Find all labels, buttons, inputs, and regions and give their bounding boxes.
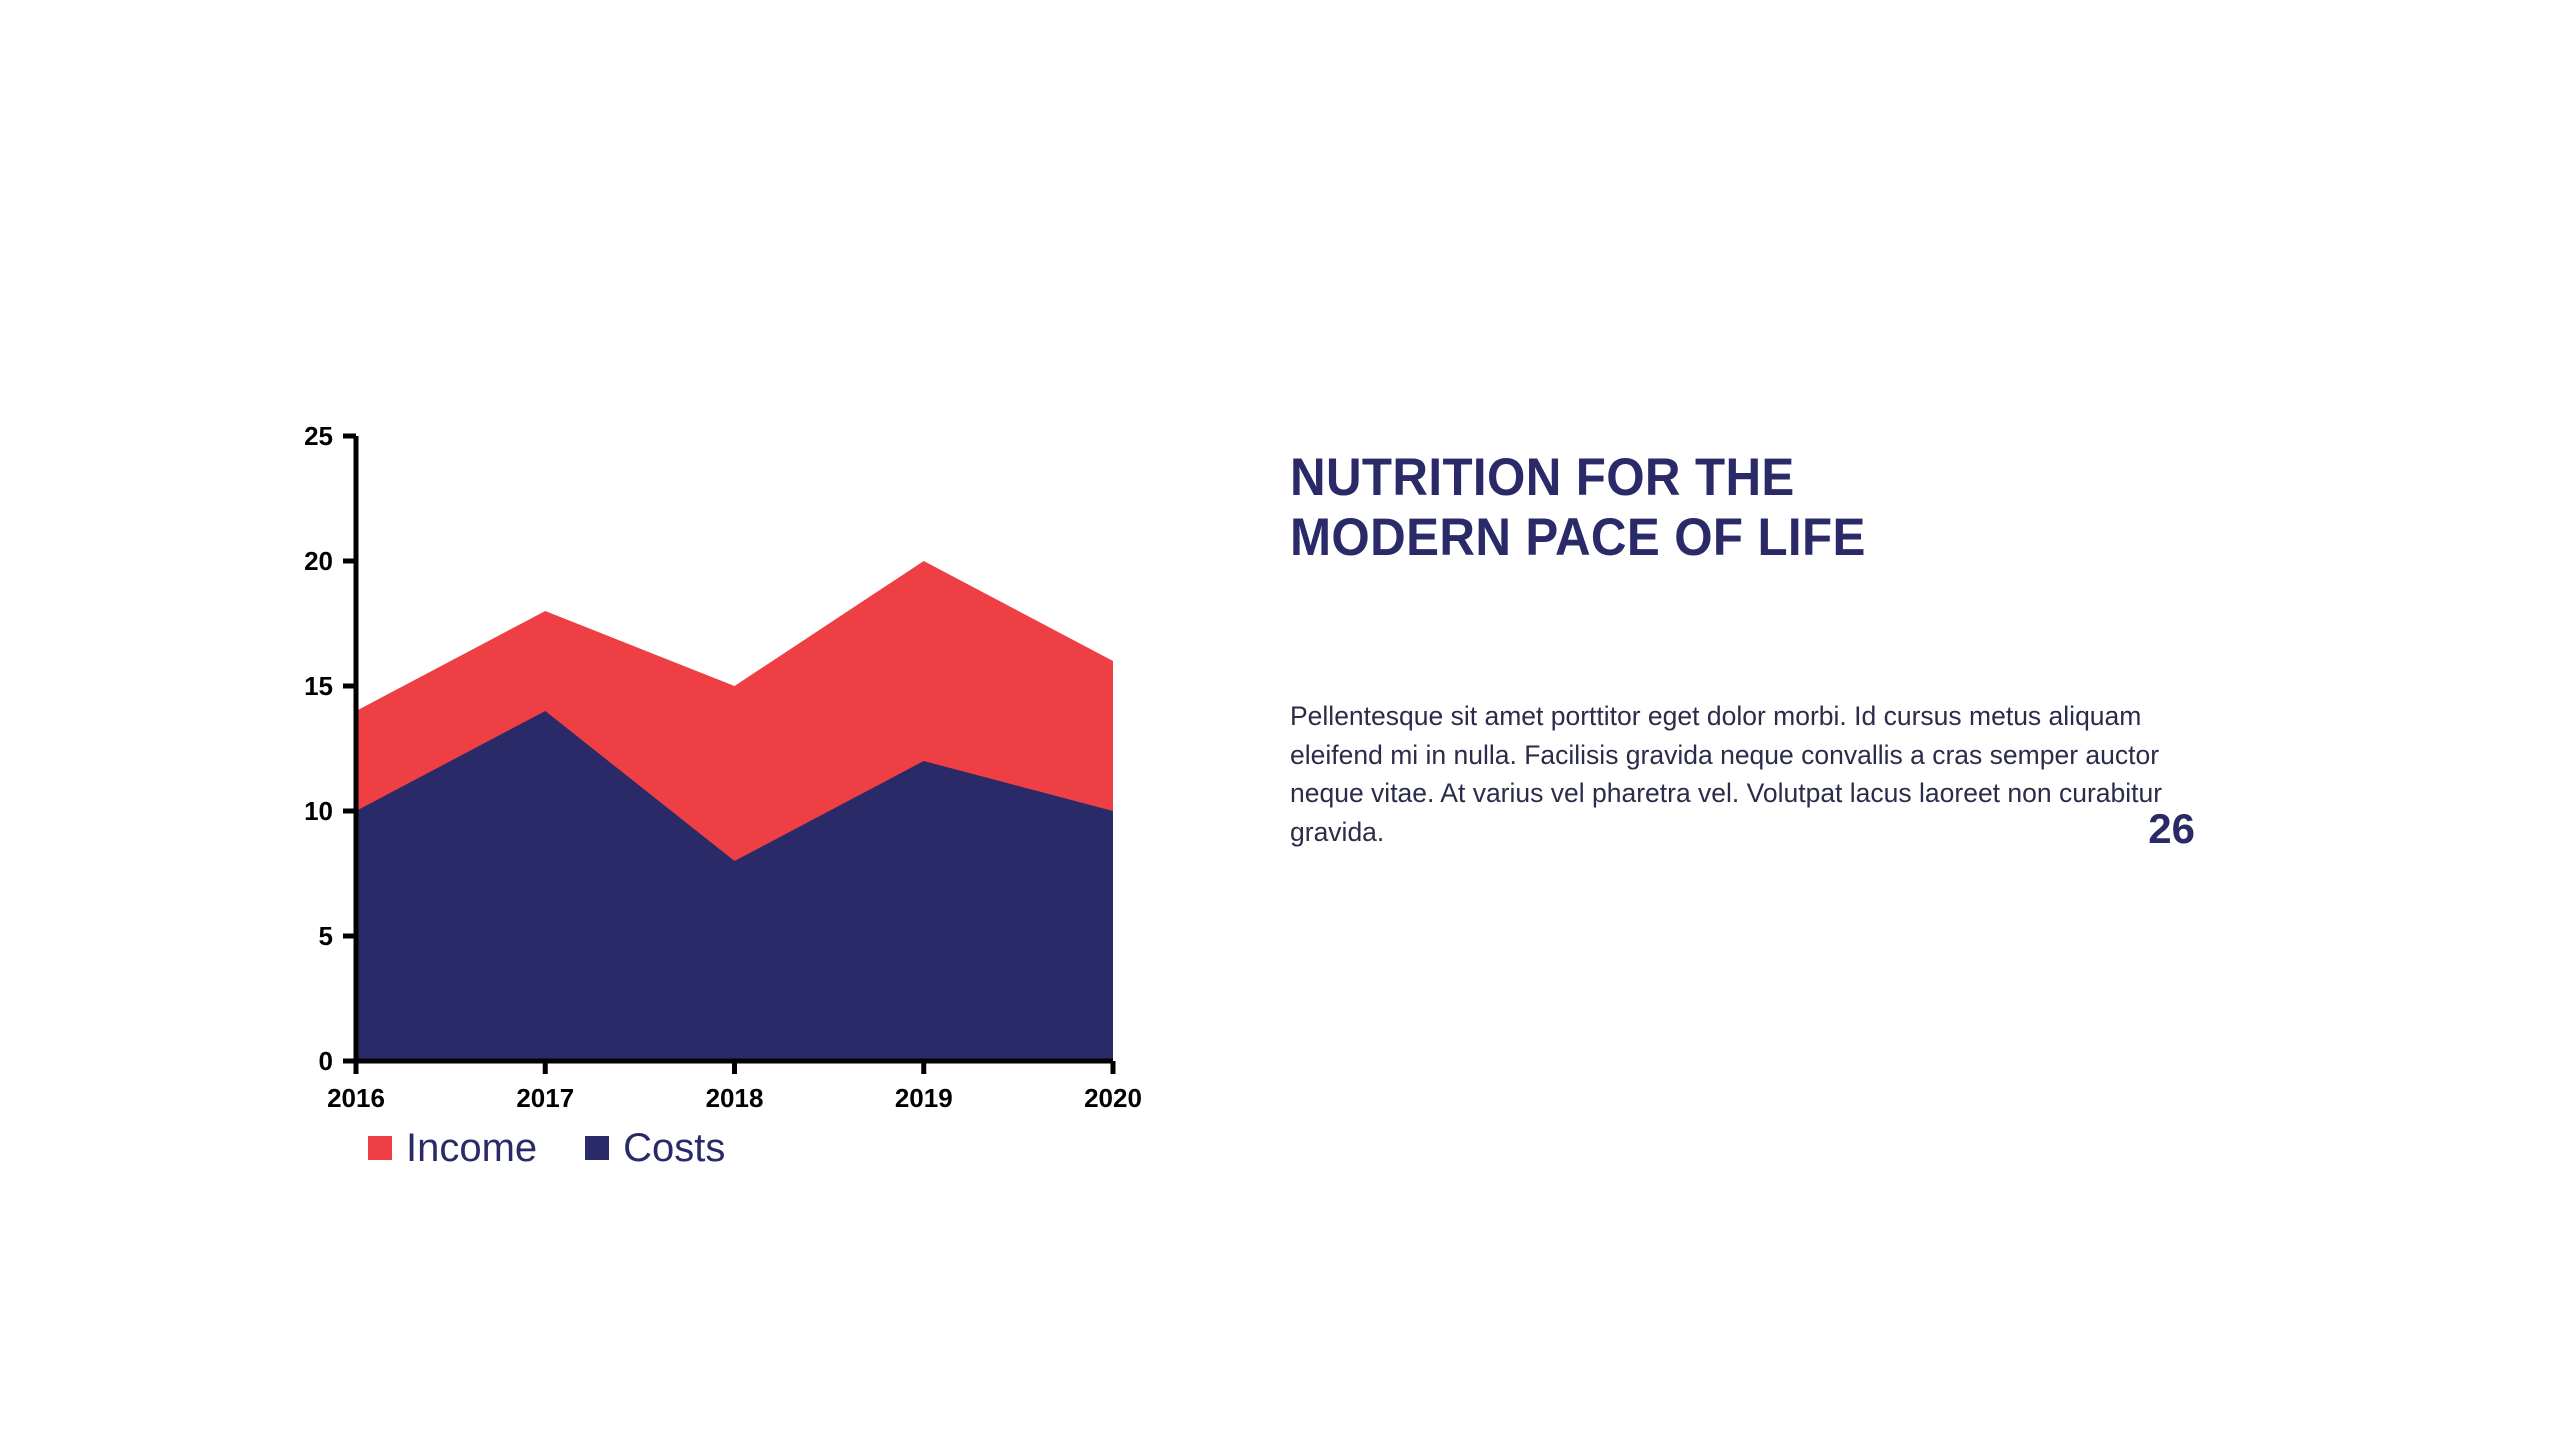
legend-item-income[interactable]: Income (368, 1128, 537, 1168)
area-series-costs (356, 711, 1113, 1061)
legend-swatch-costs (585, 1136, 610, 1160)
legend-swatch-income (368, 1136, 392, 1160)
page-title: NUTRITION FOR THE MODERN PACE OF LIFE (1290, 448, 1866, 568)
text-column: NUTRITION FOR THE MODERN PACE OF LIFE Pe… (1290, 448, 2290, 852)
y-axis-tick-label: 10 (304, 796, 333, 826)
stacked-area-chart: 0 5 10 15 20 25 2016 2017 2018 2019 2020 (290, 420, 1190, 1210)
x-axis-tick-label: 2018 (705, 1083, 764, 1113)
legend-label-costs: Costs (623, 1126, 726, 1170)
y-axis-tick-label: 15 (304, 671, 333, 701)
body-paragraph: Pellentesque sit amet porttitor eget dol… (1290, 700, 2163, 847)
chart-plot-svg (343, 433, 1116, 1074)
y-axis-tick-label: 5 (318, 921, 333, 951)
chart-axes (343, 433, 1116, 1074)
legend-label-income: Income (406, 1126, 538, 1170)
x-axis-tick-marks (353, 1061, 1116, 1074)
chart-legend: Income Costs (368, 1128, 725, 1168)
x-axis-tick-label: 2019 (894, 1083, 953, 1113)
page-number: 26 (2148, 805, 2195, 852)
x-axis-tick-label: 2017 (516, 1083, 575, 1113)
x-axis-tick-label: 2016 (327, 1083, 385, 1113)
y-axis-tick-label: 20 (304, 546, 333, 576)
y-axis-tick-label: 0 (318, 1046, 333, 1076)
legend-item-costs[interactable]: Costs (585, 1128, 725, 1168)
y-axis-tick-label: 25 (304, 421, 333, 451)
x-axis-tick-label: 2020 (1084, 1083, 1142, 1113)
